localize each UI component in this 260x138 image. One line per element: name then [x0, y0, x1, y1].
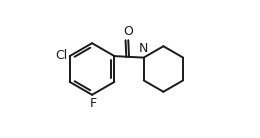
- Text: F: F: [90, 97, 97, 110]
- Text: N: N: [139, 42, 148, 55]
- Text: O: O: [123, 25, 133, 38]
- Text: Cl: Cl: [55, 49, 67, 62]
